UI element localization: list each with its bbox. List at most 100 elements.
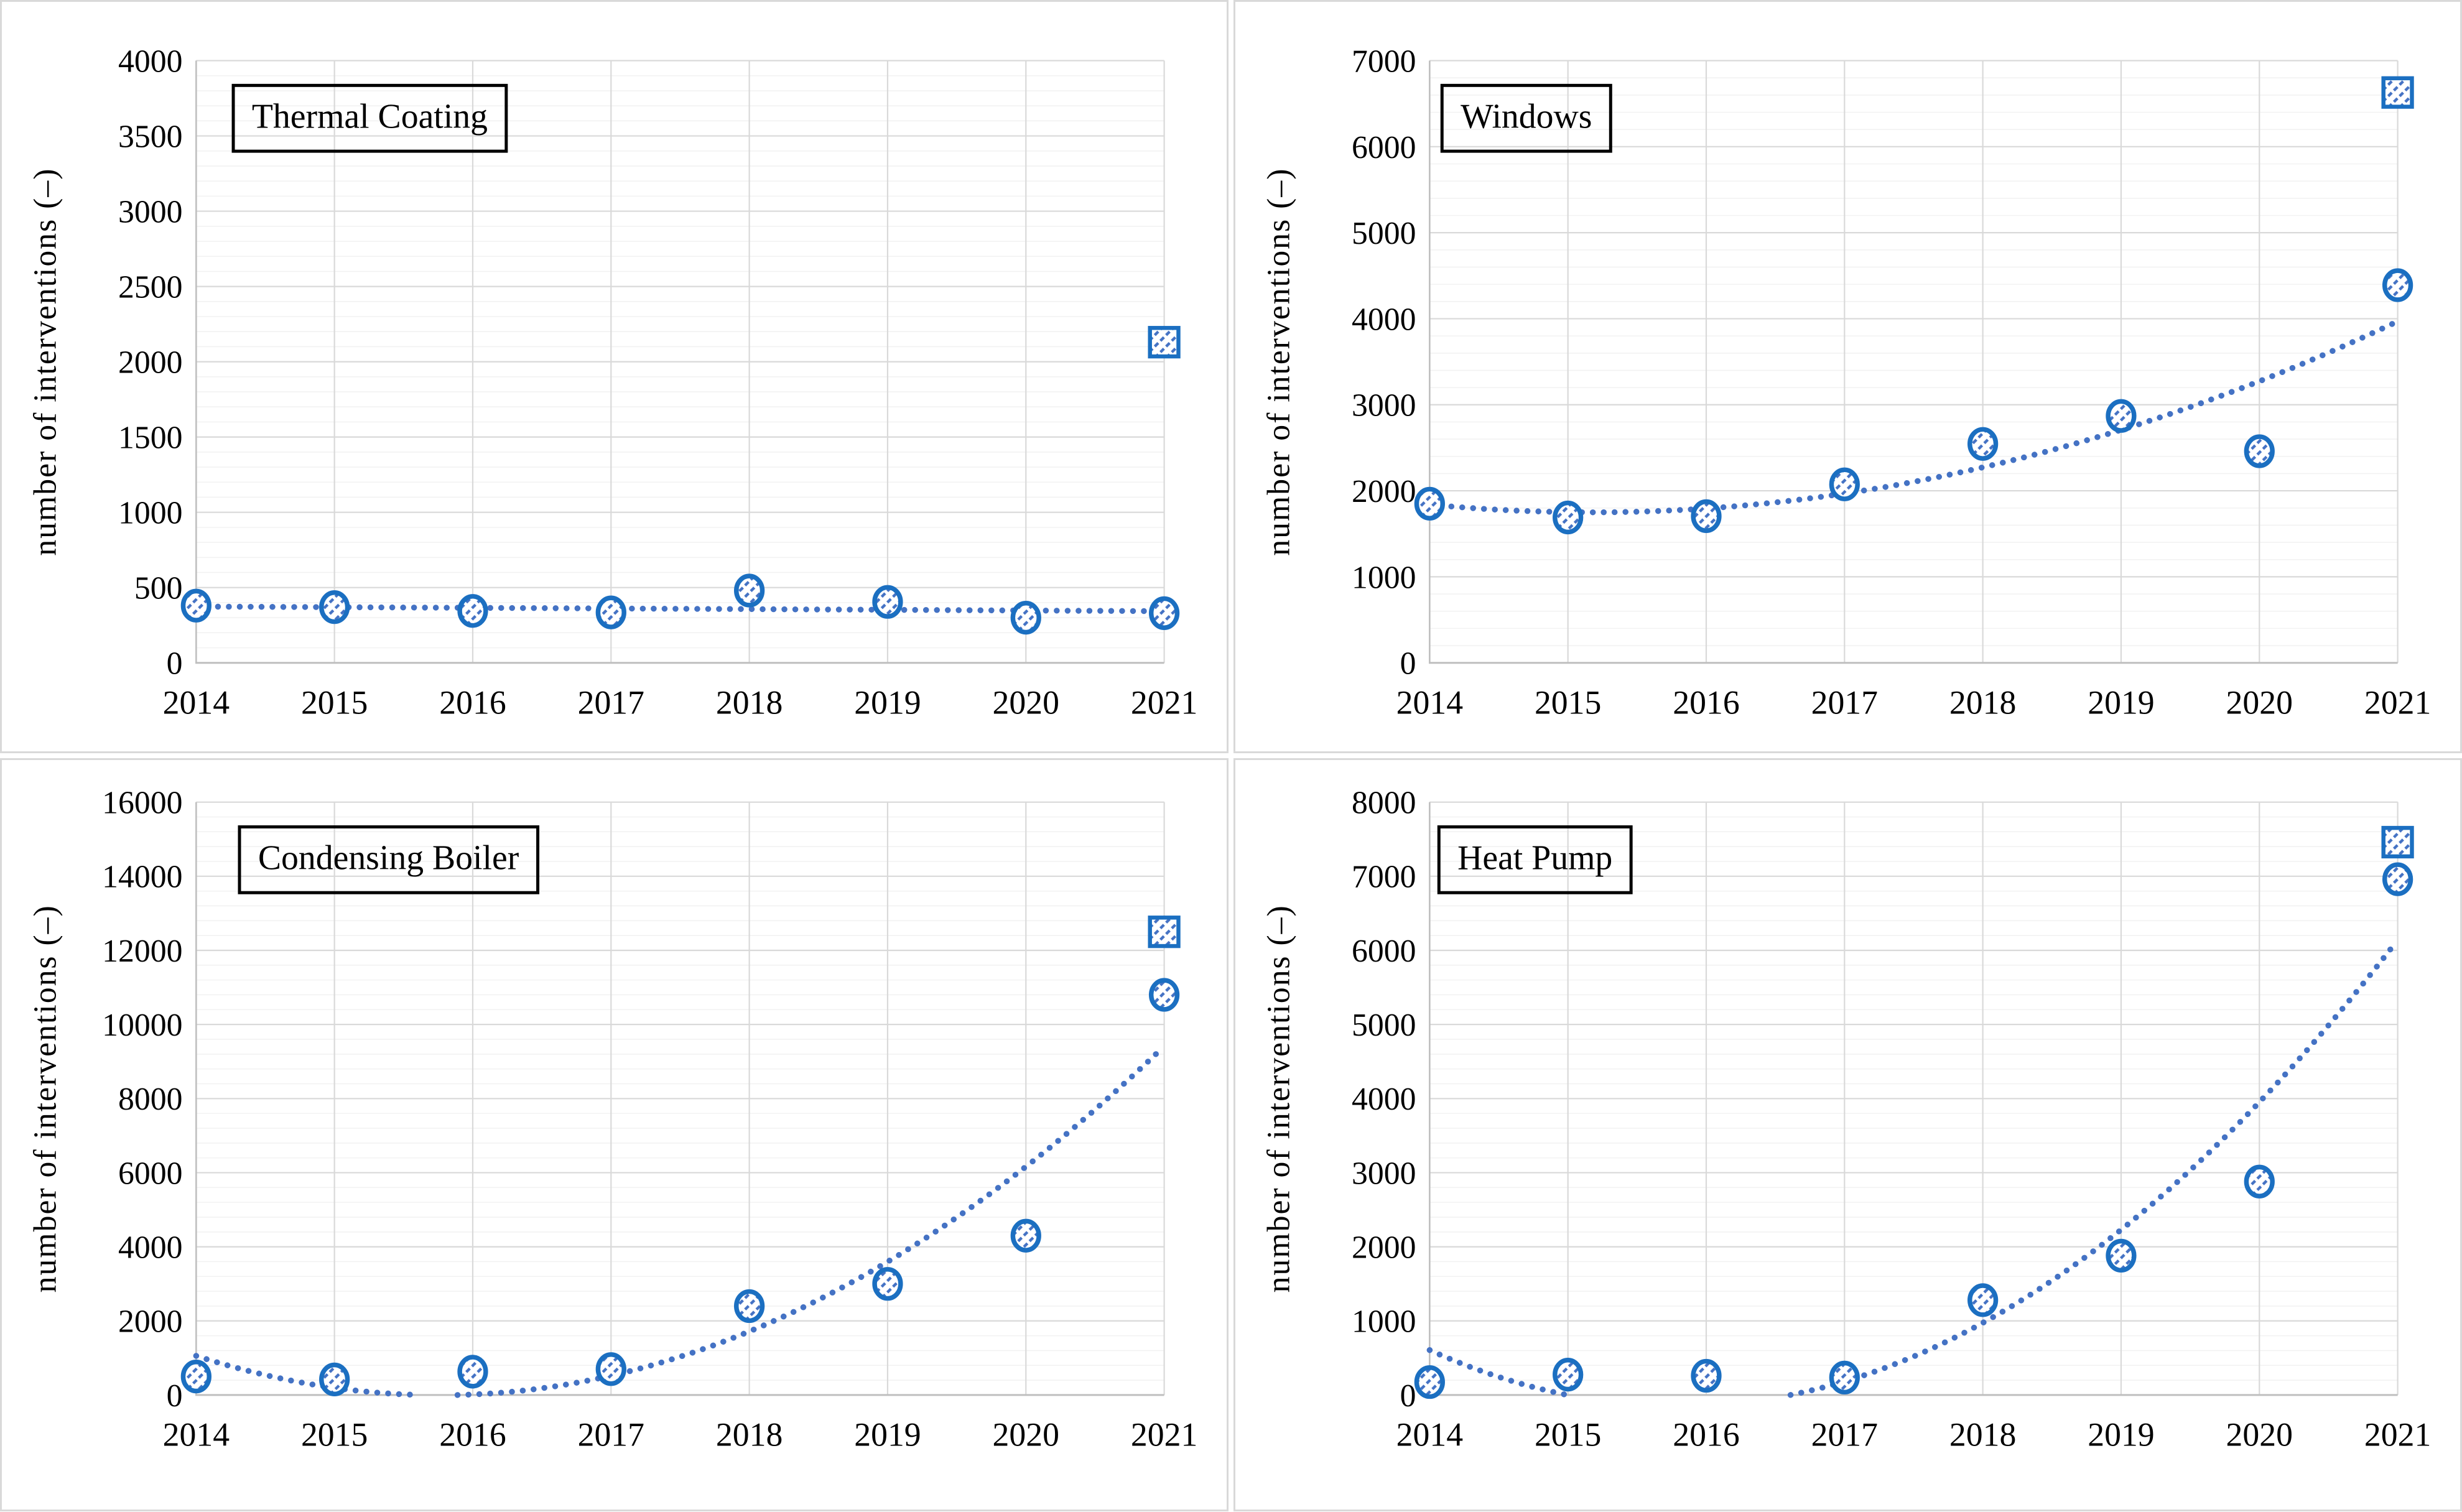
y-tick-labels: 0 500 1000 1500 2000 2500 3000 3500 4000: [118, 44, 182, 681]
y-axis-title: number of interventions (–): [27, 904, 63, 1292]
data-point-circle: [2106, 399, 2137, 433]
y-tick-label: 2000: [118, 345, 182, 381]
data-point-circle: [1829, 1360, 1860, 1395]
x-tick-label: 2016: [439, 684, 506, 721]
y-tick-label: 3500: [118, 119, 182, 154]
y-tick-label: 4000: [118, 44, 182, 79]
data-points: [180, 573, 1180, 635]
y-tick-label: 2000: [118, 1304, 182, 1340]
chart-title-box: [1437, 825, 1633, 894]
y-tick-label: 1000: [118, 496, 182, 531]
y-tick-label: 5000: [1352, 1008, 1416, 1043]
y-tick-label: 1500: [118, 420, 182, 456]
data-point-circle: [457, 594, 488, 628]
x-tick-label: 2021: [1131, 1416, 1197, 1454]
chart-panel-windows: 0 1000 2000 3000 4000 5000 6000 7000 2014 2015 201…: [1233, 0, 2462, 753]
data-point-square: [1148, 916, 1181, 948]
data-point-circle: [2382, 268, 2413, 302]
x-tick-labels: 2014 2015 2016 2017 2018 2019 2020 2021: [1396, 1416, 2432, 1454]
x-tick-label: 2016: [1673, 684, 1739, 721]
y-tick-label: 7000: [1352, 44, 1416, 79]
y-tick-label: 0: [167, 1378, 183, 1414]
data-point-circle: [319, 590, 350, 624]
data-points: [180, 978, 1180, 1397]
x-tick-label: 2014: [1396, 684, 1464, 721]
y-tick-label: 6000: [1352, 130, 1416, 165]
data-point-circle: [595, 1352, 626, 1386]
y-tick-label: 4000: [1352, 302, 1416, 337]
data-point-circle: [1148, 596, 1180, 630]
data-point-circle: [734, 1289, 765, 1324]
chart-svg: 0 2000 4000 6000 8000 10000 12000 14000 16000 201…: [27, 786, 1197, 1454]
chart-title-box: [238, 825, 540, 894]
y-tick-label: 6000: [118, 1156, 182, 1191]
data-point-circle: [457, 1355, 488, 1389]
data-point-circle: [1414, 1365, 1445, 1399]
y-tick-label: 2500: [118, 270, 182, 305]
gridlines-minor: [1429, 816, 2398, 1381]
chart-title: Condensing Boiler: [258, 839, 519, 878]
y-tick-label: 3000: [1352, 1156, 1416, 1191]
chart-title: Heat Pump: [1457, 839, 1612, 878]
gridlines-vertical: [333, 60, 1165, 663]
data-point-square: [2381, 825, 2414, 859]
x-tick-label: 2015: [301, 1416, 368, 1454]
y-tick-label: 6000: [1352, 934, 1416, 969]
x-tick-label: 2015: [301, 684, 368, 721]
data-point-circle: [1967, 1283, 1999, 1317]
data-point-circle: [1553, 500, 1584, 535]
x-tick-label: 2020: [993, 1416, 1059, 1454]
gridlines-major: [1429, 801, 2398, 1322]
x-tick-label: 2017: [578, 1416, 644, 1454]
y-tick-labels: 0 2000 4000 6000 8000 10000 12000 14000 16000: [102, 786, 182, 1414]
y-tick-label: 3000: [1352, 388, 1416, 424]
trendline-poly2: [1426, 939, 2400, 1398]
y-tick-labels: 0 1000 2000 3000 4000 5000 6000 7000 8000: [1352, 786, 1416, 1414]
y-tick-label: 10000: [102, 1008, 182, 1043]
gridlines-minor: [196, 75, 1164, 649]
data-point-circle: [319, 1362, 350, 1397]
data-point-circle: [1967, 427, 1999, 461]
x-tick-label: 2019: [2088, 1416, 2154, 1454]
data-point-circle: [595, 595, 626, 629]
x-tick-label: 2019: [854, 684, 921, 721]
trendline-poly2: [1426, 318, 2400, 516]
x-tick-label: 2016: [439, 1416, 506, 1454]
y-tick-label: 5000: [1352, 216, 1416, 251]
data-point-circle: [1010, 600, 1041, 635]
chart-title: Thermal Coating: [252, 98, 488, 136]
y-tick-label: 8000: [118, 1082, 182, 1117]
y-tick-label: 3000: [118, 194, 182, 230]
y-tick-label: 8000: [1352, 786, 1416, 821]
x-tick-label: 2021: [2364, 684, 2431, 721]
x-tick-label: 2021: [1131, 684, 1197, 721]
data-point-circle: [1553, 1358, 1584, 1392]
x-tick-label: 2017: [1811, 1416, 1878, 1454]
y-tick-labels: 0 1000 2000 3000 4000 5000 6000 7000: [1352, 44, 1416, 681]
data-points: [1414, 862, 2413, 1399]
chart-svg: 0 500 1000 1500 2000 2500 3000 3500 4000 2014 2015…: [27, 44, 1198, 721]
x-tick-label: 2017: [578, 684, 644, 721]
trendline-poly2: [193, 1044, 1166, 1398]
x-tick-label: 2015: [1535, 1416, 1601, 1454]
x-tick-label: 2020: [2226, 1416, 2293, 1454]
y-tick-label: 14000: [102, 860, 182, 895]
x-tick-label: 2015: [1535, 684, 1601, 721]
chart-panel-heat-pump: 0 1000 2000 3000 4000 5000 6000 7000 8000 2014 201…: [1233, 758, 2462, 1511]
y-tick-label: 16000: [102, 786, 182, 821]
gridlines-minor: [196, 816, 1164, 1381]
data-point-circle: [1148, 978, 1180, 1012]
x-tick-label: 2020: [993, 684, 1059, 721]
data-point-circle: [1829, 467, 1860, 501]
data-point-circle: [180, 1360, 211, 1394]
gridlines-major: [196, 801, 1164, 1322]
y-axis-title: number of interventions (–): [1261, 904, 1296, 1292]
data-point-circle: [1691, 1358, 1722, 1393]
x-tick-labels: 2014 2015 2016 2017 2018 2019 2020 2021: [163, 684, 1198, 721]
y-axis-title: number of interventions (–): [27, 168, 63, 556]
y-tick-label: 0: [1400, 1378, 1416, 1414]
x-tick-label: 2014: [1396, 1416, 1464, 1454]
data-point-circle: [2244, 434, 2275, 468]
